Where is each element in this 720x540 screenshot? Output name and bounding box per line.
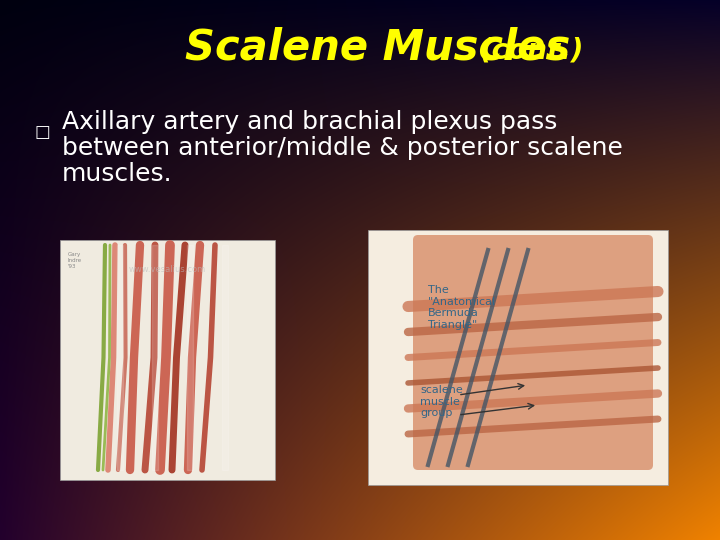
- Text: www.vesalius.com: www.vesalius.com: [128, 266, 206, 274]
- Text: scalene
muscle
group: scalene muscle group: [420, 385, 463, 418]
- Text: Scalene Muscles: Scalene Muscles: [185, 27, 570, 69]
- Bar: [368, 230, 668, 485]
- Text: muscles.: muscles.: [62, 162, 173, 186]
- Text: The
"Anatomical
Bermuda
Triangle": The "Anatomical Bermuda Triangle": [428, 285, 496, 330]
- Text: □: □: [35, 123, 50, 141]
- Text: between anterior/middle & posterior scalene: between anterior/middle & posterior scal…: [62, 136, 623, 160]
- Text: Axillary artery and brachial plexus pass: Axillary artery and brachial plexus pass: [62, 110, 557, 134]
- FancyBboxPatch shape: [413, 235, 653, 470]
- Text: Gary
Indre
'93: Gary Indre '93: [68, 252, 82, 268]
- Bar: [60, 240, 275, 480]
- Text: (cont.): (cont.): [480, 36, 585, 64]
